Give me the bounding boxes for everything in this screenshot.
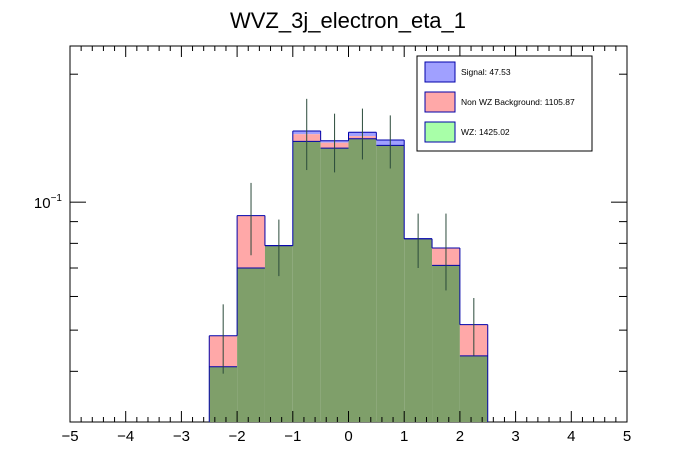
bin-wz <box>292 141 321 422</box>
bin-wz <box>376 145 405 422</box>
legend-swatch <box>424 91 456 113</box>
legend-swatch <box>424 121 456 143</box>
x-tick-label: 3 <box>511 428 519 445</box>
legend-swatch <box>424 61 456 83</box>
x-tick-label: −3 <box>173 428 190 445</box>
y-tick-label: 10−1 <box>34 193 63 212</box>
legend-label: WZ: 1425.02 <box>461 127 510 137</box>
legend: Signal: 47.53 Non WZ Background: 1105.87 W… <box>416 55 593 152</box>
x-tick-label: −1 <box>284 428 301 445</box>
histogram-bins <box>208 130 489 422</box>
x-tick-label: 5 <box>623 428 631 445</box>
bin-wz <box>209 366 238 422</box>
chart-title: WVZ_3j_electron_eta_1 <box>230 8 466 33</box>
bin-wz <box>459 355 488 422</box>
bin-wz <box>404 238 433 422</box>
legend-label: Signal: 47.53 <box>461 67 511 77</box>
bin-wz <box>320 148 349 422</box>
bin-wz <box>432 265 460 422</box>
x-tick-label: −4 <box>117 428 134 445</box>
x-tick-label: 0 <box>344 428 352 445</box>
error-bars <box>222 98 475 374</box>
x-tick-label: −2 <box>229 428 246 445</box>
bin-wz <box>237 268 265 422</box>
x-tick-label: 2 <box>456 428 464 445</box>
x-tick-label: 4 <box>567 428 575 445</box>
legend-label: Non WZ Background: 1105.87 <box>461 97 575 107</box>
bin-wz <box>348 138 377 422</box>
x-tick-label: 1 <box>400 428 408 445</box>
x-tick-label: −5 <box>61 428 78 445</box>
axes: −5 −4 −3 −2 −1 0 1 2 3 4 5 10−1 <box>34 46 631 445</box>
